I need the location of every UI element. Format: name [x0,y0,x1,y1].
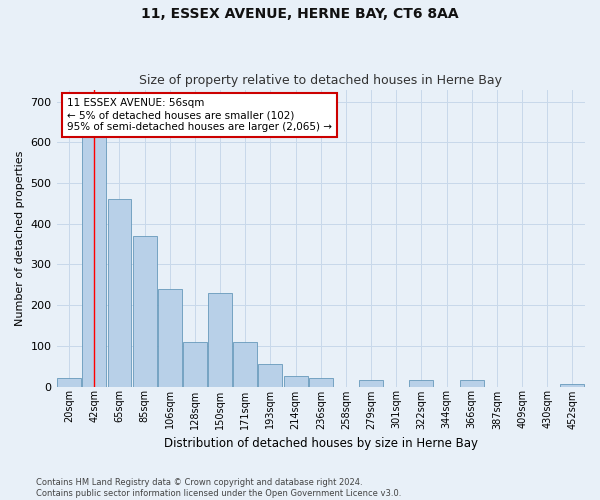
Bar [409,380,433,386]
Text: 11, ESSEX AVENUE, HERNE BAY, CT6 8AA: 11, ESSEX AVENUE, HERNE BAY, CT6 8AA [141,8,459,22]
Bar [133,236,157,386]
Bar [259,364,283,386]
Text: 11 ESSEX AVENUE: 56sqm
← 5% of detached houses are smaller (102)
95% of semi-det: 11 ESSEX AVENUE: 56sqm ← 5% of detached … [67,98,332,132]
Bar [183,342,207,386]
X-axis label: Distribution of detached houses by size in Herne Bay: Distribution of detached houses by size … [164,437,478,450]
Bar [158,289,182,386]
Text: Contains HM Land Registry data © Crown copyright and database right 2024.
Contai: Contains HM Land Registry data © Crown c… [36,478,401,498]
Bar [359,380,383,386]
Bar [460,380,484,386]
Bar [107,200,131,386]
Bar [57,378,81,386]
Bar [284,376,308,386]
Bar [560,384,584,386]
Y-axis label: Number of detached properties: Number of detached properties [15,150,25,326]
Bar [233,342,257,386]
Bar [208,293,232,386]
Bar [82,130,106,386]
Bar [309,378,333,386]
Title: Size of property relative to detached houses in Herne Bay: Size of property relative to detached ho… [139,74,502,87]
